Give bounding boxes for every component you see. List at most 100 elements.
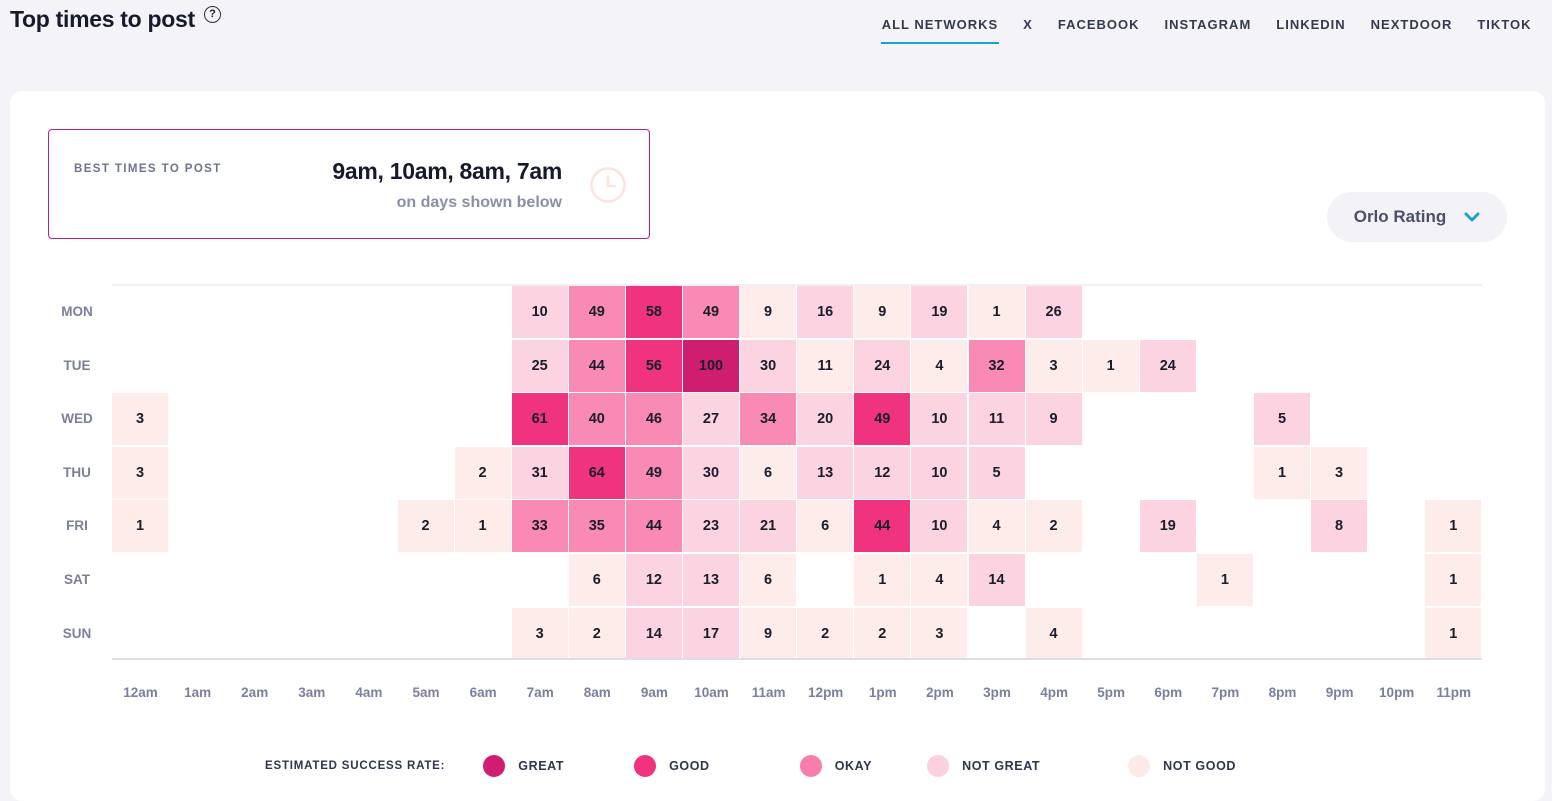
- heatmap-cell[interactable]: 4: [1025, 607, 1082, 660]
- tab-tiktok[interactable]: TIKTOK: [1477, 17, 1532, 32]
- heatmap-cell[interactable]: 44: [625, 500, 682, 553]
- heatmap-cell[interactable]: 3: [911, 607, 968, 660]
- top-times-card: BEST TIMES TO POST 9am, 10am, 8am, 7am o…: [10, 91, 1545, 801]
- legend-title: ESTIMATED SUCCESS RATE:: [265, 760, 446, 772]
- heatmap-cell[interactable]: 34: [740, 393, 797, 446]
- heatmap-cell[interactable]: 10: [511, 286, 568, 338]
- heatmap-cell[interactable]: 19: [911, 286, 968, 338]
- heatmap-cell[interactable]: 9: [740, 286, 797, 338]
- heatmap-cell[interactable]: 3: [1311, 446, 1368, 499]
- heatmap-cell[interactable]: 23: [683, 500, 739, 553]
- heatmap-cell[interactable]: 6: [568, 554, 625, 606]
- heatmap-cell[interactable]: 11: [968, 393, 1025, 446]
- heatmap-cell[interactable]: 14: [625, 607, 682, 660]
- heatmap-cell[interactable]: 9: [1025, 393, 1082, 446]
- heatmap-cell[interactable]: 4: [911, 554, 968, 606]
- heatmap-cell[interactable]: 3: [511, 607, 568, 660]
- heatmap-cell[interactable]: 24: [854, 339, 911, 392]
- heatmap-cell[interactable]: 56: [625, 339, 682, 392]
- heatmap-cell[interactable]: 4: [911, 339, 968, 392]
- heatmap-cell[interactable]: 3: [1025, 339, 1082, 392]
- tab-instagram[interactable]: INSTAGRAM: [1164, 17, 1252, 32]
- heatmap-cell[interactable]: 49: [625, 446, 682, 499]
- heatmap-cell[interactable]: 49: [854, 393, 911, 446]
- heatmap-cell[interactable]: 61: [511, 393, 568, 446]
- day-label: SAT: [64, 572, 90, 587]
- hour-label: 12pm: [808, 685, 844, 700]
- hour-label: 4pm: [1040, 685, 1068, 700]
- heatmap-cell[interactable]: 8: [1311, 500, 1368, 553]
- heatmap-cell[interactable]: 24: [1139, 339, 1196, 392]
- heatmap-cell[interactable]: 30: [683, 446, 739, 499]
- heatmap-cell[interactable]: 49: [683, 286, 739, 338]
- heatmap-cell[interactable]: 1: [854, 554, 911, 606]
- heatmap-cell[interactable]: 1: [968, 286, 1025, 338]
- tab-x[interactable]: X: [1023, 17, 1033, 32]
- heatmap-cell[interactable]: 5: [1254, 393, 1310, 446]
- heatmap-cell[interactable]: 14: [968, 554, 1025, 606]
- heatmap-cell[interactable]: 33: [511, 500, 568, 553]
- heatmap-cell[interactable]: 5: [968, 446, 1025, 499]
- heatmap-cell[interactable]: 20: [797, 393, 854, 446]
- heatmap-cell[interactable]: 64: [568, 446, 625, 499]
- heatmap-cell[interactable]: 10: [911, 500, 968, 553]
- legend-swatch: [799, 755, 822, 777]
- heatmap-cell[interactable]: 16: [797, 286, 854, 338]
- heatmap-cell[interactable]: 100: [683, 339, 739, 392]
- heatmap-cell[interactable]: 12: [625, 554, 682, 606]
- heatmap-cell[interactable]: 2: [797, 607, 854, 660]
- heatmap-cell[interactable]: 1: [1254, 446, 1310, 499]
- heatmap-cell[interactable]: 40: [568, 393, 625, 446]
- heatmap-cell[interactable]: 27: [683, 393, 739, 446]
- heatmap-cell[interactable]: 19: [1139, 500, 1196, 553]
- heatmap-cell[interactable]: 6: [740, 554, 797, 606]
- heatmap-cell[interactable]: 35: [568, 500, 625, 553]
- heatmap-cell[interactable]: 31: [511, 446, 568, 499]
- heatmap-cell[interactable]: 2: [1025, 500, 1082, 553]
- heatmap-cell[interactable]: 25: [511, 339, 568, 392]
- heatmap-cell[interactable]: 13: [797, 446, 854, 499]
- heatmap-cell[interactable]: 32: [968, 339, 1025, 392]
- heatmap-cell[interactable]: 26: [1025, 286, 1082, 338]
- day-label: SUN: [62, 625, 92, 641]
- heatmap-cell[interactable]: 10: [911, 393, 968, 446]
- heatmap-cell[interactable]: 44: [854, 500, 911, 553]
- heatmap-cell[interactable]: 17: [683, 607, 739, 660]
- heatmap-cell[interactable]: 46: [625, 393, 682, 446]
- heatmap-cell[interactable]: 2: [454, 446, 511, 499]
- heatmap-cell[interactable]: 1: [1425, 607, 1482, 660]
- heatmap-cell[interactable]: 3: [112, 393, 168, 446]
- heatmap-cell[interactable]: 12: [854, 446, 911, 499]
- heatmap-cell[interactable]: 6: [740, 446, 797, 499]
- heatmap-cell[interactable]: 13: [683, 554, 739, 606]
- tab-facebook[interactable]: FACEBOOK: [1057, 17, 1140, 32]
- heatmap-cell[interactable]: 11: [797, 339, 854, 392]
- heatmap-cell[interactable]: 58: [625, 286, 682, 338]
- heatmap-cell[interactable]: 2: [568, 607, 625, 660]
- heatmap-cell[interactable]: 9: [854, 286, 911, 338]
- hour-label: 8am: [583, 685, 611, 700]
- tab-linkedin[interactable]: LINKEDIN: [1276, 17, 1346, 32]
- rating-select[interactable]: Orlo Rating: [1327, 192, 1507, 242]
- question-circle-icon[interactable]: ?: [203, 6, 221, 23]
- heatmap-cell[interactable]: 3: [112, 446, 168, 499]
- heatmap-cell[interactable]: 1: [1425, 554, 1482, 606]
- day-label: WED: [61, 411, 93, 427]
- heatmap-cell[interactable]: 1: [1425, 500, 1482, 553]
- heatmap-cell[interactable]: 1: [112, 500, 168, 553]
- heatmap-cell[interactable]: 30: [740, 339, 797, 392]
- heatmap-cell[interactable]: 9: [740, 607, 797, 660]
- heatmap-cell[interactable]: 4: [968, 500, 1025, 553]
- heatmap-cell[interactable]: 2: [397, 500, 454, 553]
- heatmap-cell[interactable]: 21: [740, 500, 797, 553]
- heatmap-cell[interactable]: 1: [454, 500, 511, 553]
- heatmap-cell[interactable]: 6: [797, 500, 854, 553]
- heatmap-cell[interactable]: 10: [911, 446, 968, 499]
- tab-nextdoor[interactable]: NEXTDOOR: [1370, 17, 1453, 32]
- heatmap-cell[interactable]: 49: [568, 286, 625, 338]
- heatmap-cell[interactable]: 44: [568, 339, 625, 392]
- heatmap-cell[interactable]: 1: [1196, 554, 1253, 606]
- heatmap-cell[interactable]: 2: [854, 607, 911, 660]
- heatmap-cell[interactable]: 1: [1082, 339, 1139, 392]
- tab-all-networks[interactable]: ALL NETWORKS: [869, 17, 1010, 44]
